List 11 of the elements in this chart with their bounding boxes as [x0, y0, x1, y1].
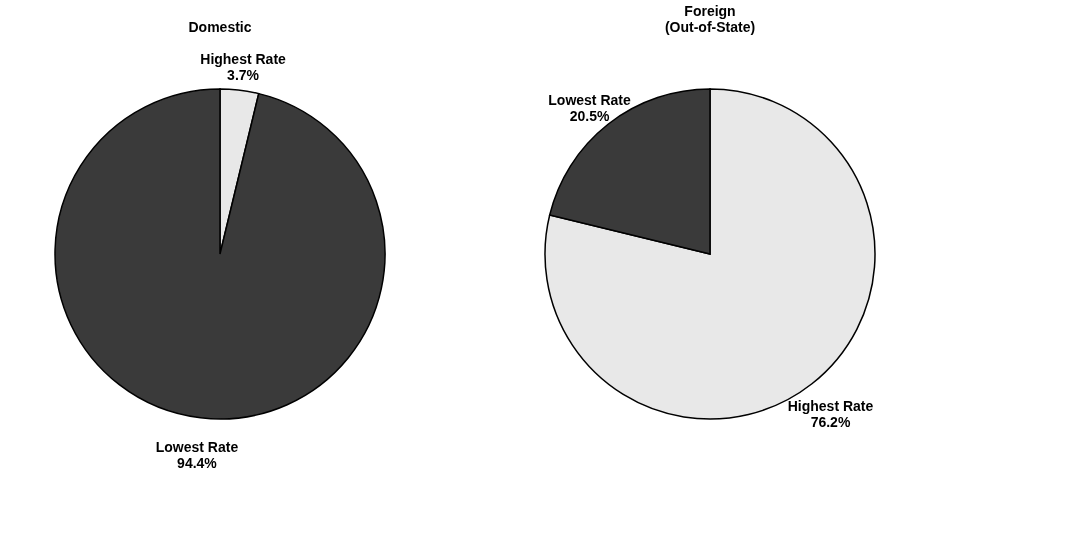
chart-title: Domestic [188, 19, 252, 35]
slice-label: Lowest Rate [155, 438, 239, 455]
slice-label: Highest Rate [787, 398, 874, 415]
slice-label: Highest Rate [200, 51, 287, 68]
data-label: 20.5% [569, 107, 610, 124]
slice-label: Lowest Rate [548, 91, 631, 108]
data-label: 3.7% [227, 67, 260, 84]
data-label: 94.4% [177, 454, 218, 471]
chart-title: Foreign (Out-of-State) [664, 3, 756, 35]
data-label: 76.2% [810, 414, 851, 431]
pie-slice [54, 88, 386, 420]
